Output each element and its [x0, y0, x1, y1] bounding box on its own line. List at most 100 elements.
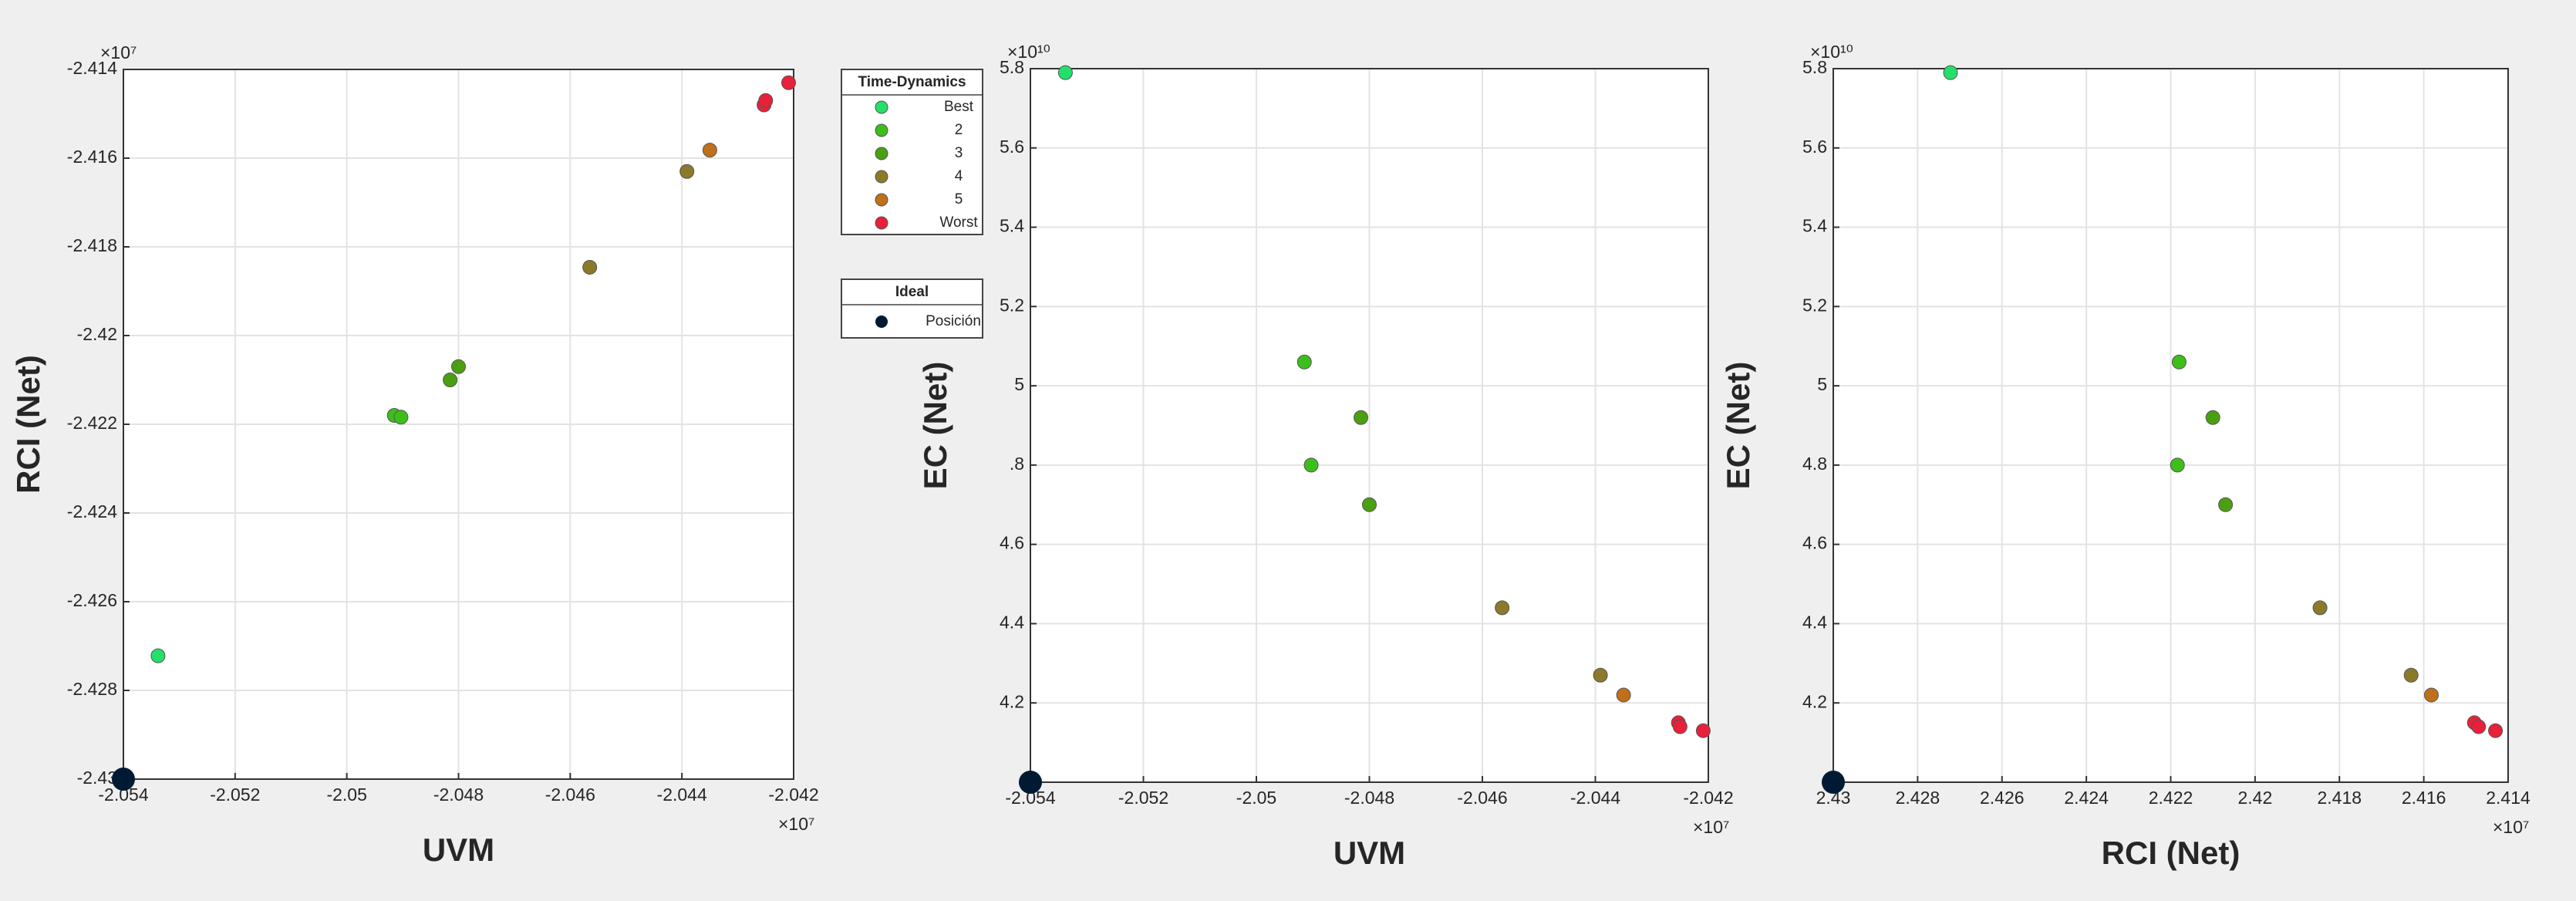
data-point: [2218, 497, 2234, 512]
y-tick-label: 5.6: [1802, 137, 1827, 157]
legend-marker: [875, 193, 888, 207]
y-tick-label: -2.42: [77, 324, 117, 344]
data-point: [1495, 600, 1510, 616]
y-exponent: ×10⁷: [100, 42, 137, 62]
data-point: [702, 143, 717, 158]
x-tick-label: 2.416: [2402, 788, 2446, 808]
data-point: [1057, 65, 1073, 80]
data-point: [1943, 65, 1958, 80]
data-point: [2171, 354, 2187, 370]
legend-marker: [875, 170, 888, 184]
data-point: [1296, 354, 1312, 370]
y-tick-label: 5.8: [1802, 57, 1827, 77]
data-point: [393, 410, 409, 425]
y-exponent: ×10¹⁰: [1810, 42, 1853, 62]
legend-text: 4: [955, 168, 963, 184]
x-exponent: ×10⁷: [2493, 817, 2529, 837]
data-point: [1362, 497, 1377, 512]
legend-text: 2: [955, 122, 963, 138]
x-exponent: ×10⁷: [778, 814, 814, 834]
y-axis-label: EC (Net): [1720, 362, 1756, 490]
y-tick-label: .8: [1010, 454, 1024, 474]
legend-marker: [875, 147, 888, 160]
y-tick-label: 5.4: [1000, 216, 1024, 236]
data-point: [582, 259, 598, 275]
y-tick-label: 5: [1014, 374, 1024, 394]
legend-marker: [875, 100, 888, 114]
y-tick-label: 5.6: [1000, 137, 1024, 157]
data-point: [150, 648, 166, 663]
y-tick-label: -2.43: [77, 768, 117, 788]
data-point: [1695, 723, 1711, 738]
x-tick-label: -2.048: [1344, 788, 1394, 808]
y-tick-label: 4.4: [1000, 612, 1024, 633]
y-exponent: ×10¹⁰: [1007, 42, 1050, 62]
y-tick-label: -2.424: [67, 501, 117, 521]
data-point: [758, 93, 774, 108]
x-tick-label: -2.044: [657, 785, 707, 805]
y-tick-label: 4.6: [1000, 533, 1024, 553]
y-axis-label: RCI (Net): [10, 355, 46, 494]
y-axis-label: EC (Net): [917, 362, 953, 490]
x-axis-label: UVM: [423, 832, 494, 868]
axes-box: [1833, 68, 2509, 783]
legend-title: Ideal: [895, 284, 929, 300]
ideal-point: [1019, 771, 1042, 794]
data-point: [2205, 410, 2220, 425]
y-tick-label: 4.6: [1802, 533, 1827, 553]
axes-box: [123, 69, 794, 780]
data-point: [1593, 667, 1608, 683]
y-tick-label: 5.8: [1000, 57, 1024, 77]
data-point: [1303, 457, 1319, 473]
x-axis-label: RCI (Net): [2102, 835, 2241, 871]
x-tick-label: -2.046: [1457, 788, 1507, 808]
x-tick-label: -2.042: [768, 785, 818, 805]
legend-title: Time-Dynamics: [858, 74, 966, 90]
y-tick-label: -2.428: [67, 679, 117, 699]
legend-box: [841, 69, 983, 235]
ideal-point: [112, 768, 135, 791]
axes-box: [1030, 68, 1709, 783]
x-axis-label: UVM: [1334, 835, 1405, 871]
y-tick-label: 5.2: [1802, 295, 1827, 315]
y-tick-label: 5.2: [1000, 295, 1024, 315]
y-tick-label: 4.4: [1802, 612, 1827, 633]
y-tick-label: 4.2: [1000, 691, 1024, 711]
x-tick-label: -2.05: [1236, 788, 1276, 808]
x-tick-label: -2.052: [210, 785, 260, 805]
y-tick-label: 5: [1817, 374, 1827, 394]
y-tick-label: 4.8: [1802, 454, 1827, 474]
y-tick-label: -2.422: [67, 413, 117, 433]
legend-text: 5: [955, 191, 963, 208]
x-tick-label: 2.42: [2237, 788, 2272, 808]
data-point: [2170, 457, 2185, 473]
legend-marker: [875, 216, 888, 230]
legend-box: [841, 278, 983, 339]
x-tick-label: -2.042: [1683, 788, 1733, 808]
x-tick-label: -2.044: [1570, 788, 1620, 808]
y-tick-label: 4.2: [1802, 691, 1827, 711]
data-point: [2488, 723, 2504, 738]
y-tick-label: -2.414: [67, 58, 117, 78]
y-tick-label: 5.4: [1802, 216, 1827, 236]
x-tick-label: 2.414: [2486, 788, 2530, 808]
legend-text: Best: [944, 99, 974, 115]
legend-marker: [875, 316, 888, 328]
data-point: [781, 75, 796, 90]
x-exponent: ×10⁷: [1693, 817, 1729, 837]
x-tick-label: 2.418: [2317, 788, 2362, 808]
data-point: [443, 373, 458, 387]
ideal-point: [1822, 771, 1845, 794]
data-point: [451, 359, 466, 374]
legend-text: Worst: [939, 214, 978, 231]
legend-text: 3: [955, 145, 963, 161]
x-tick-label: 2.428: [1896, 788, 1940, 808]
data-point: [1672, 719, 1688, 734]
y-tick-label: -2.418: [67, 235, 117, 255]
x-tick-label: 2.422: [2149, 788, 2193, 808]
x-tick-label: -2.046: [545, 785, 595, 805]
data-point: [2423, 687, 2439, 703]
data-point: [679, 164, 695, 179]
legend-marker: [875, 123, 888, 137]
